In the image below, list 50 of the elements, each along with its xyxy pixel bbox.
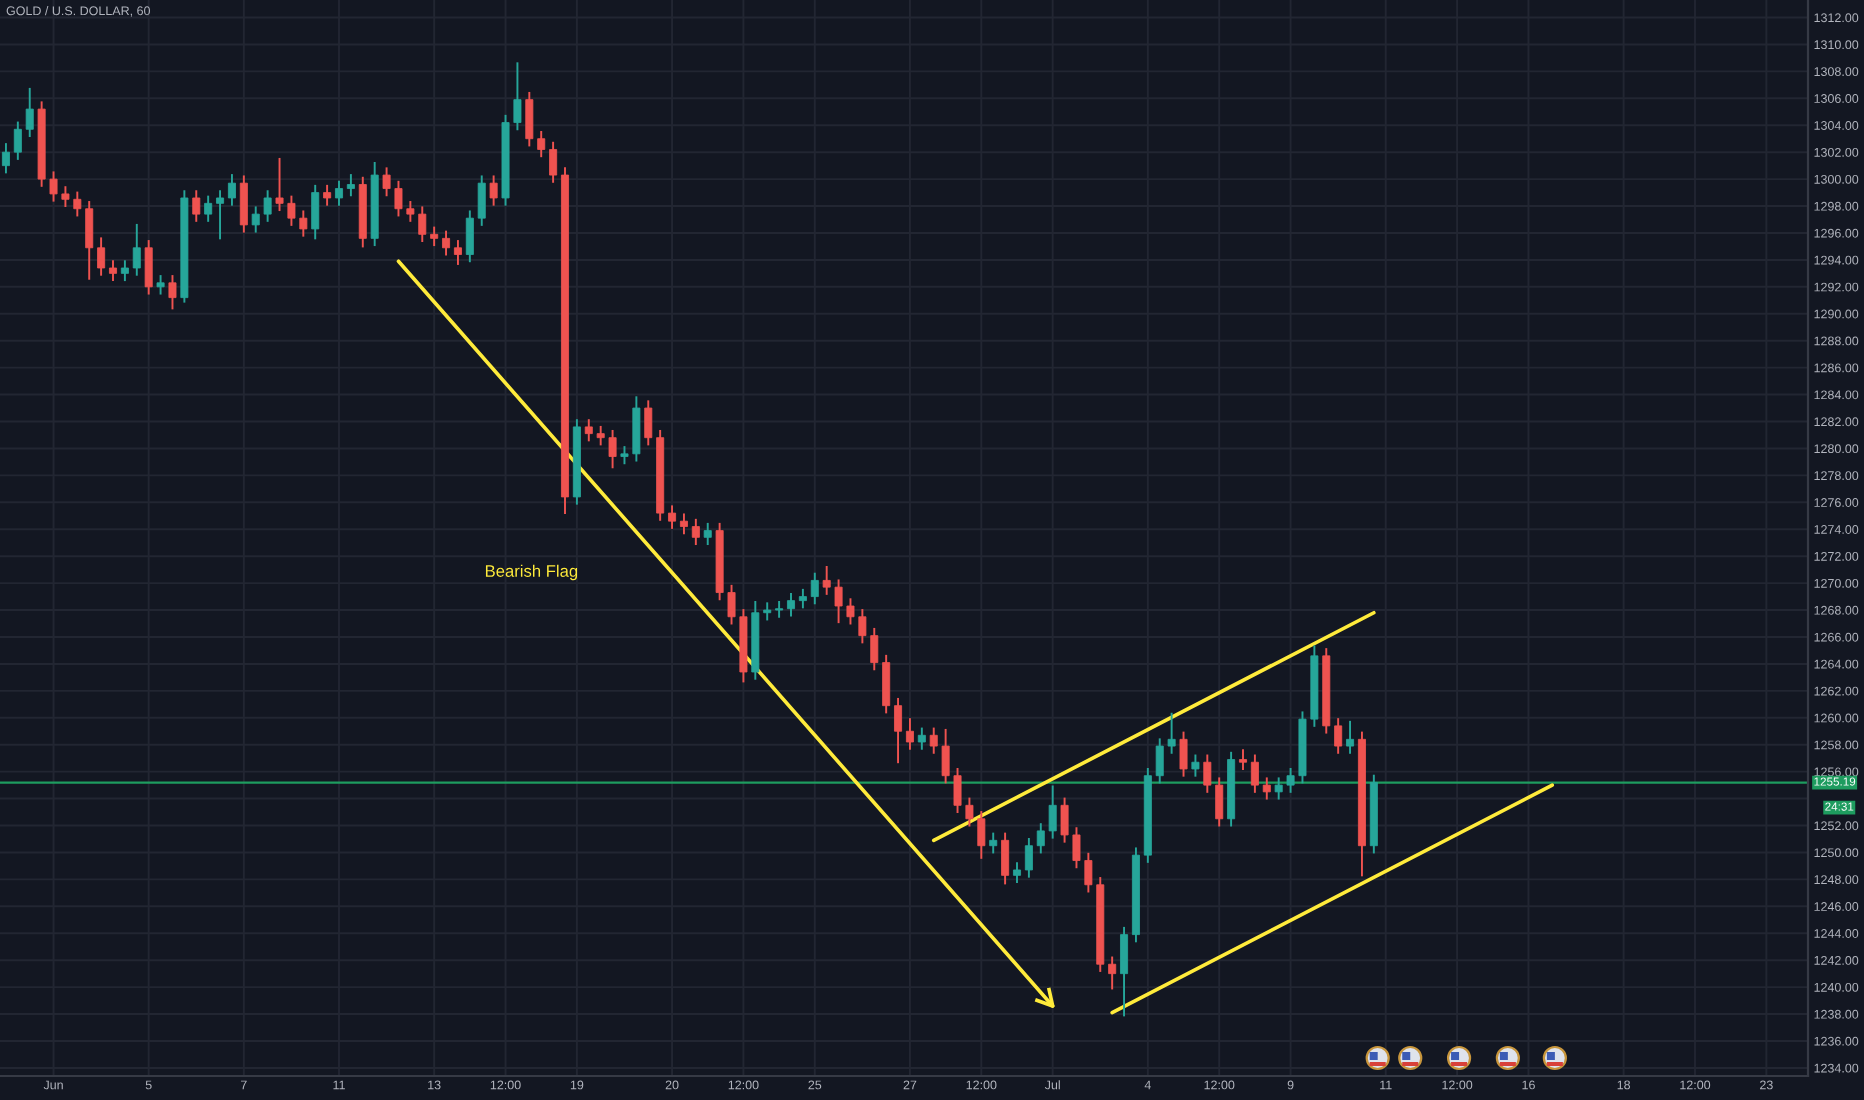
candlestick: [775, 601, 784, 618]
candlestick: [1179, 731, 1188, 777]
candlestick: [132, 223, 141, 276]
candlestick: [489, 175, 498, 206]
candlestick: [311, 184, 320, 240]
candlestick: [691, 518, 700, 546]
candlestick: [335, 180, 343, 206]
candlestick: [1334, 718, 1343, 754]
candlestick: [1120, 926, 1129, 1017]
candlestick: [346, 174, 355, 197]
candlestick: [882, 654, 891, 714]
candlestick: [810, 572, 819, 605]
candlestick: [25, 87, 34, 137]
candlestick: [894, 697, 903, 764]
candlestick: [192, 190, 201, 222]
candlestick: [703, 522, 712, 546]
candlestick: [477, 175, 486, 226]
candlestick: [465, 210, 474, 263]
candlestick: [323, 184, 332, 206]
candlestick: [917, 727, 926, 750]
candlestick: [989, 832, 998, 854]
candlestick: [1024, 838, 1033, 878]
candlestick: [204, 195, 213, 222]
candlestick: [13, 121, 22, 160]
candlestick: [787, 592, 795, 617]
annotation: Bearish Flag: [485, 564, 578, 581]
candlestick: [644, 400, 653, 446]
candlestick: [168, 275, 177, 310]
candlestick: [216, 190, 225, 240]
candlestick: [144, 240, 153, 295]
candlestick: [239, 175, 248, 233]
candlestick: [442, 230, 451, 256]
candlestick: [1001, 832, 1010, 885]
candlestick: [227, 174, 236, 206]
candlestick: [679, 513, 688, 535]
candlestick: [1250, 754, 1259, 793]
candlestick: [549, 141, 558, 183]
candlestick: [453, 240, 462, 265]
candlestick: [1262, 777, 1271, 800]
candlestick: [1191, 754, 1200, 777]
candlestick: [120, 260, 129, 282]
candlestick: [97, 237, 106, 276]
candlestick: [109, 260, 117, 282]
candlestick: [1346, 720, 1355, 754]
candlestick: [1108, 956, 1117, 990]
candlestick: [905, 718, 914, 750]
candlestick: [1013, 862, 1021, 884]
candlestick: [1239, 749, 1247, 770]
candlestick: [668, 505, 677, 529]
candlestick: [1, 143, 10, 174]
